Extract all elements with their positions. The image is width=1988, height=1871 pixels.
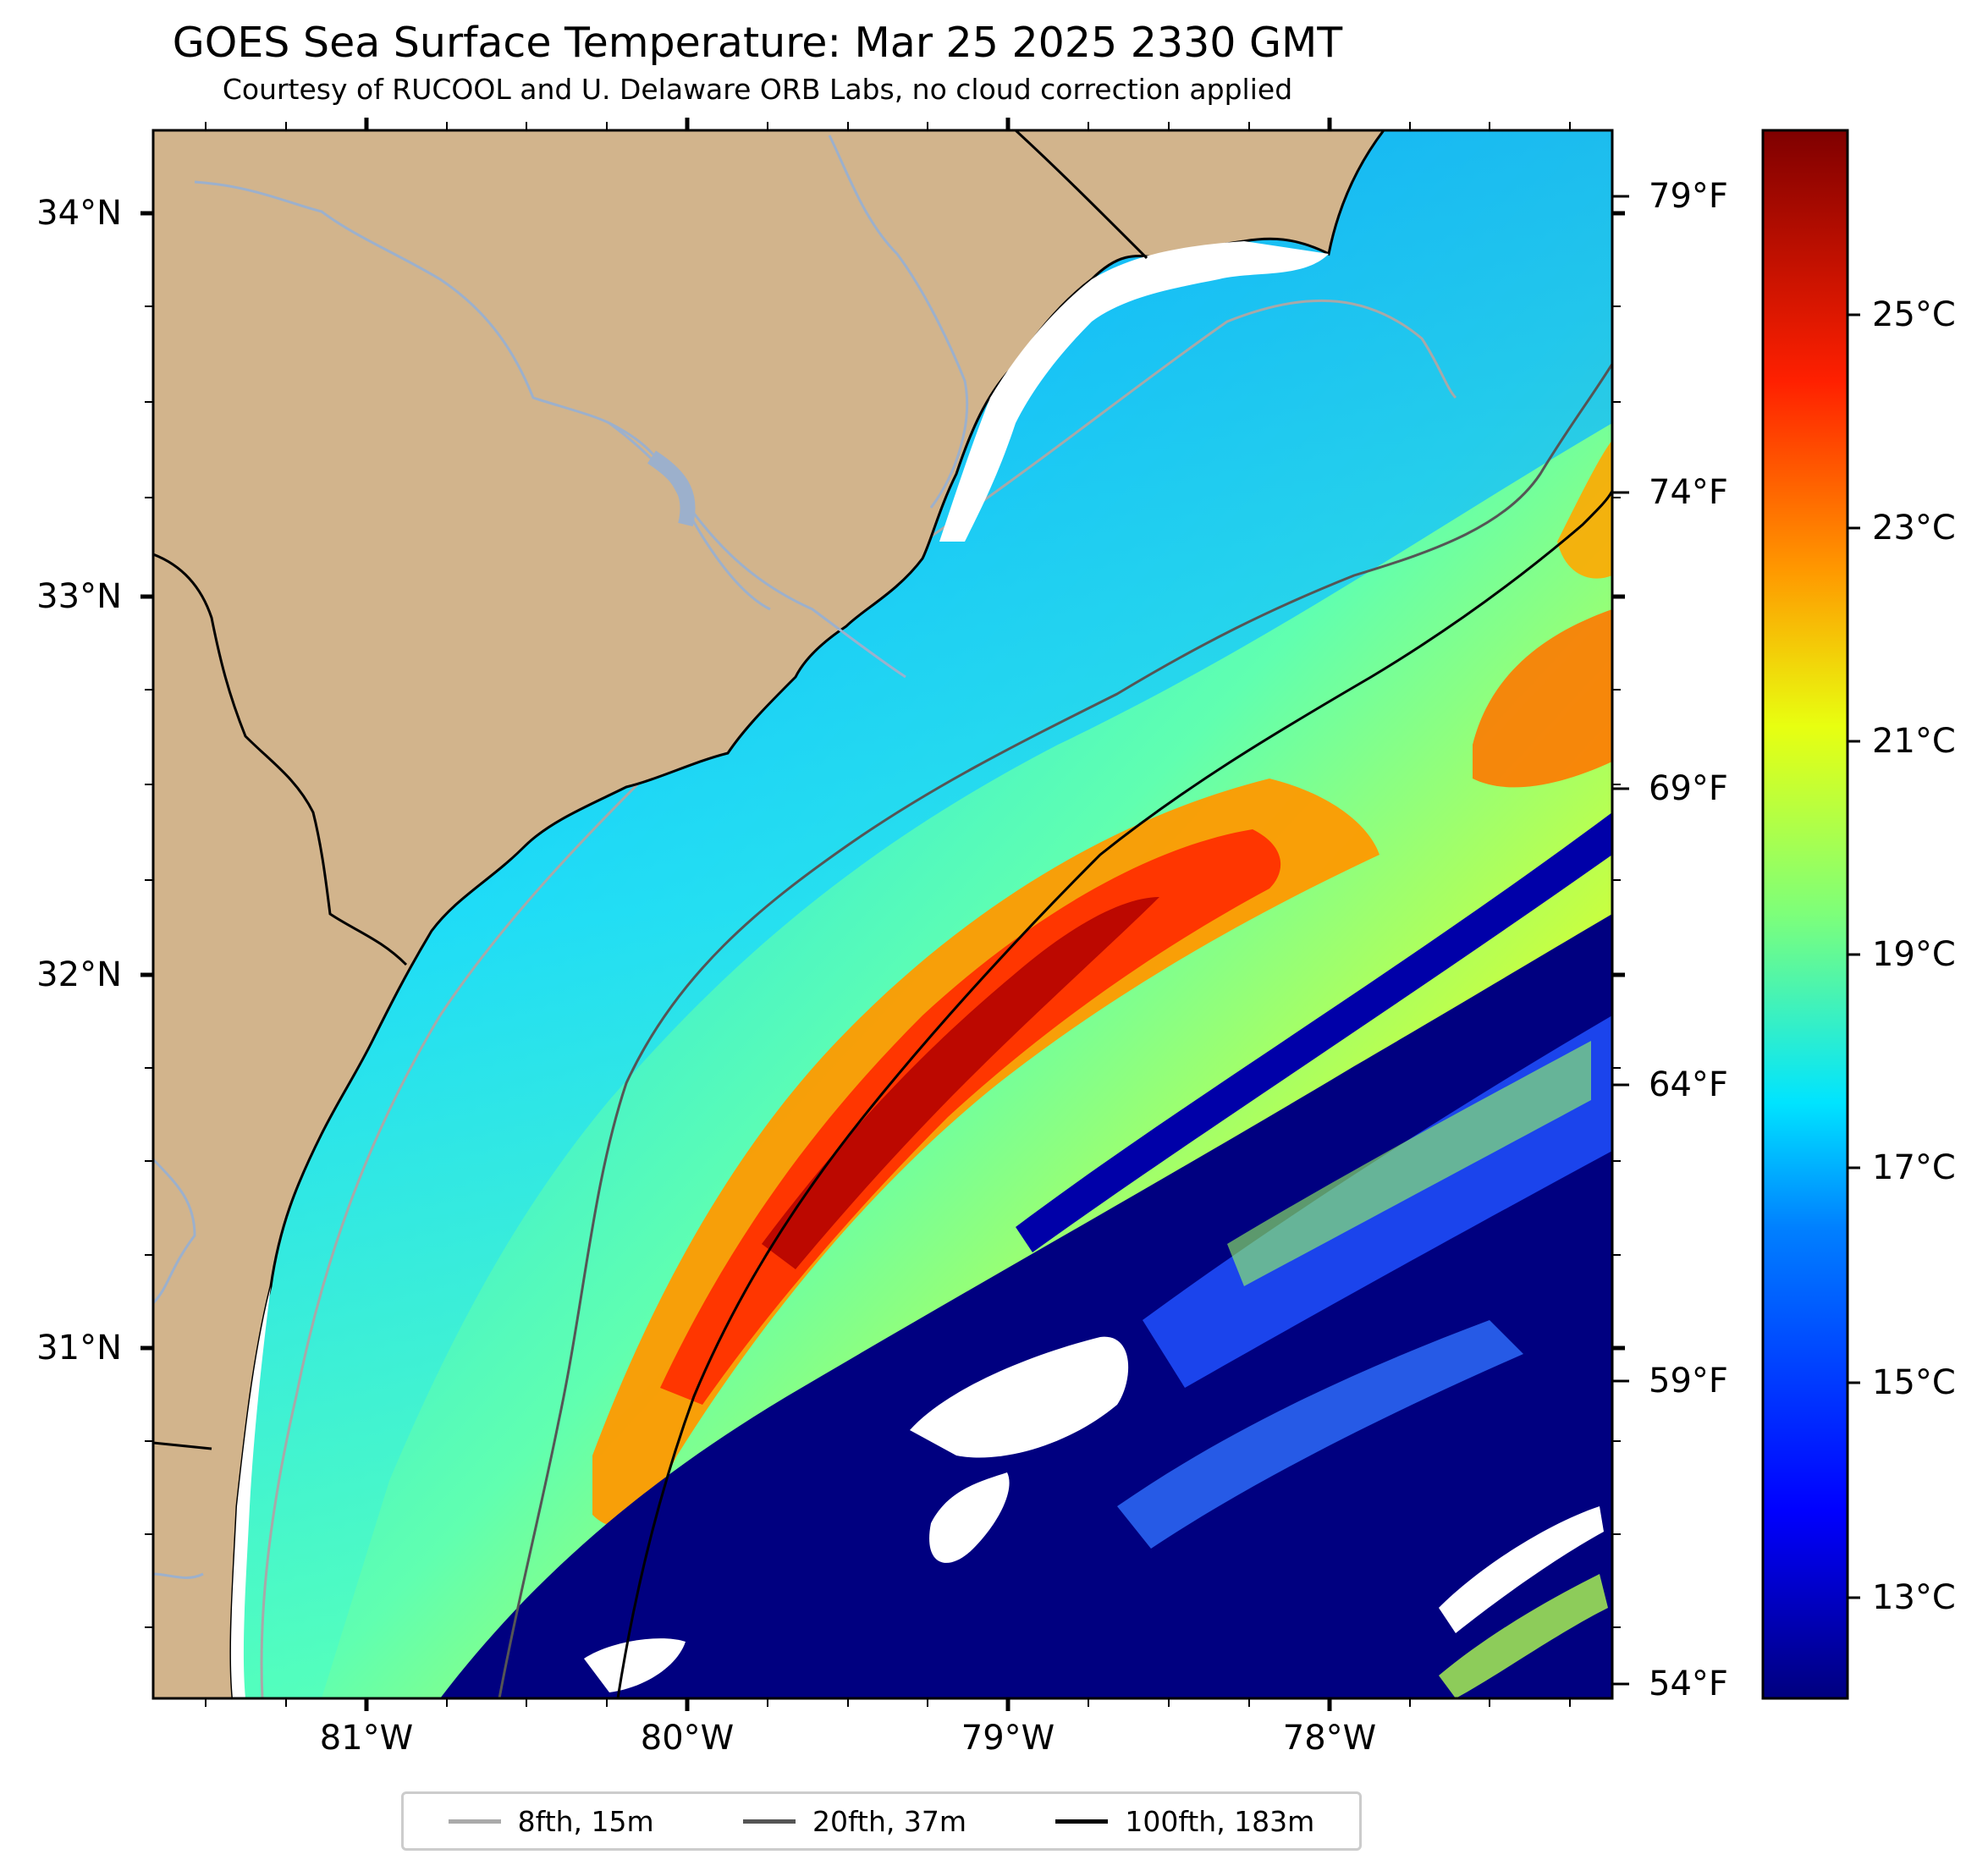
cloud-3 <box>1439 1506 1604 1633</box>
map-area <box>153 130 1612 1698</box>
colorbar <box>1761 129 1849 1700</box>
lat-label-34: 34°N <box>36 194 122 233</box>
temp-f-ticks <box>1612 195 1629 1686</box>
temp-f-label-64: 64°F <box>1649 1065 1728 1104</box>
coastal-nodata-south <box>230 1286 271 1698</box>
lake-marion <box>647 450 696 527</box>
cold-offshore-water <box>440 914 1612 1698</box>
colorbar-label-23: 23°C <box>1872 509 1956 548</box>
lat-label-31: 31°N <box>36 1329 122 1367</box>
mixed-water-3 <box>1117 1320 1523 1549</box>
legend-label-8fth: 8fth, 15m <box>517 1804 654 1838</box>
lon-label-81: 81°W <box>319 1719 414 1758</box>
border-sc-ga <box>153 553 408 966</box>
cloud-2 <box>929 1472 1010 1563</box>
cold-filament <box>1016 812 1612 1252</box>
border-ga-fl <box>153 1441 212 1450</box>
river-4 <box>153 1158 196 1305</box>
temp-f-label-79: 79°F <box>1649 177 1728 216</box>
temp-f-label-74: 74°F <box>1649 473 1728 512</box>
legend-label-20fth: 20fth, 37m <box>812 1804 966 1838</box>
colorbar-label-17: 17°C <box>1872 1148 1956 1187</box>
bottom-major-ticks <box>364 1698 1332 1711</box>
top-major-ticks <box>364 118 1332 130</box>
legend-item-8fth: 8fth, 15m <box>448 1804 654 1838</box>
mixed-water-2 <box>1227 1041 1591 1286</box>
river-5 <box>153 1572 204 1579</box>
minor-ticks-y <box>145 305 1621 1628</box>
coastal-nodata-north <box>939 241 1329 542</box>
legend-swatch-100fth <box>1055 1819 1109 1824</box>
map-title: GOES Sea Surface Temperature: Mar 25 202… <box>172 19 1343 67</box>
isobath-20fth <box>498 363 1612 1698</box>
gulf-stream-core <box>660 829 1281 1405</box>
colorbar-label-19: 19°C <box>1872 935 1956 974</box>
lat-label-32: 32°N <box>36 955 122 994</box>
warm-eddy <box>1473 609 1612 788</box>
minor-ticks-x <box>205 122 1571 1707</box>
lon-label-78: 78°W <box>1282 1719 1377 1758</box>
colorbar-label-15: 15°C <box>1872 1363 1956 1402</box>
legend-swatch-20fth <box>743 1819 796 1824</box>
warm-eddy-north <box>1557 440 1612 579</box>
colorbar-label-21: 21°C <box>1872 722 1956 761</box>
river-3 <box>828 135 969 509</box>
lat-label-33: 33°N <box>36 577 122 616</box>
cloud-4 <box>584 1638 686 1692</box>
border-nc-sc <box>1014 130 1148 260</box>
legend-label-100fth: 100fth, 183m <box>1125 1804 1315 1838</box>
colorbar-label-13: 13°C <box>1872 1578 1956 1617</box>
legend-item-20fth: 20fth, 37m <box>743 1805 966 1838</box>
temp-f-label-54: 54°F <box>1649 1665 1728 1703</box>
lon-label-79: 79°W <box>961 1719 1055 1758</box>
gulf-stream-hottest <box>762 897 1159 1269</box>
temp-f-label-59: 59°F <box>1649 1362 1728 1400</box>
lon-label-80: 80°W <box>640 1719 735 1758</box>
y-major-ticks <box>140 211 1625 1351</box>
gulf-stream-warm <box>592 779 1379 1527</box>
legend-item-100fth: 100fth, 183m <box>1055 1805 1314 1838</box>
temp-f-label-69: 69°F <box>1649 769 1728 808</box>
map-frame <box>151 129 1614 1700</box>
legend-swatch-8fth <box>448 1819 501 1824</box>
mixed-water-4 <box>1439 1574 1608 1698</box>
cloud-1 <box>910 1336 1129 1458</box>
colorbar-ticks <box>1848 313 1860 1599</box>
map-subtitle: Courtesy of RUCOOL and U. Delaware ORB L… <box>222 73 1293 106</box>
isobath-legend: 8fth, 15m 20fth, 37m 100fth, 183m <box>401 1791 1362 1851</box>
river-1 <box>194 180 906 679</box>
isobath-100fth <box>616 490 1612 1698</box>
colorbar-label-25: 25°C <box>1872 295 1956 334</box>
